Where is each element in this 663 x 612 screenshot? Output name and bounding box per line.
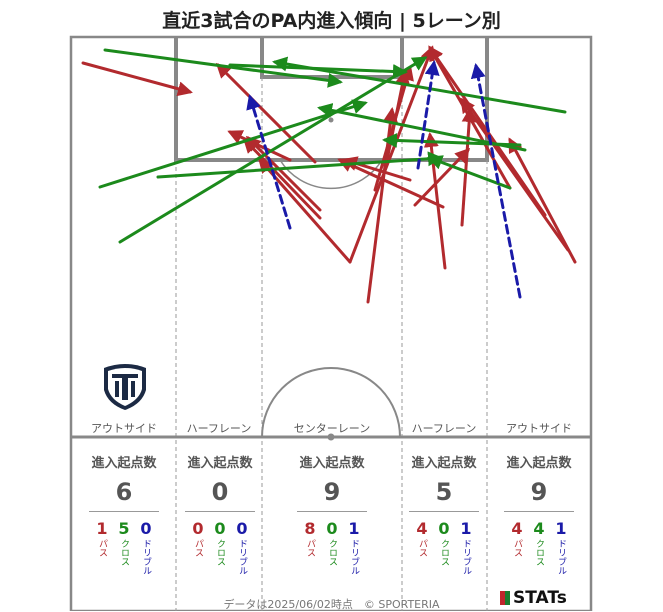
cross-count: 4 (533, 519, 545, 538)
pass-arrow-13 (245, 135, 322, 212)
dribble-label: ドリブル (141, 539, 151, 575)
cross-label: クロス (327, 539, 337, 566)
cross-arrow-2 (156, 151, 443, 179)
cross-label: クロス (119, 539, 129, 566)
stat-total: 9 (530, 478, 548, 506)
pass-label: パス (97, 539, 107, 557)
stat-header: 進入起点数 (506, 456, 572, 471)
pass-arrow-9 (242, 137, 322, 220)
stat-divider (185, 511, 255, 512)
cross-count: 0 (214, 519, 226, 538)
lane-stats-center: 進入起点数 9 8 パス 0 クロス 1 ドリブル (290, 452, 374, 575)
lane-label: アウトサイド (506, 422, 572, 435)
lane-stats-half-right: 進入起点数 5 4 パス 0 クロス 1 ドリブル (404, 452, 484, 575)
dribble-count: 0 (140, 519, 152, 538)
lane-label: センターレーン (294, 422, 370, 435)
brand-name: STATs (513, 588, 567, 608)
footer-note: データは2025/06/02時点 © SPORTERIA (223, 598, 440, 611)
stat-header: 進入起点数 (411, 456, 477, 471)
club-crest-icon (104, 364, 146, 410)
dribble-label: ドリブル (349, 539, 359, 575)
cross-arrow-0 (118, 56, 428, 244)
cross-count: 0 (326, 519, 338, 538)
lane-stats-outside-left: 進入起点数 6 1 パス 5 クロス 0 ドリブル (84, 452, 164, 575)
brand-logo: STATs (500, 588, 567, 608)
cross-label: クロス (439, 539, 449, 566)
stat-divider (297, 511, 367, 512)
pass-arrow-15 (460, 97, 570, 252)
dribble-count: 1 (460, 519, 472, 538)
dribble-count: 1 (555, 519, 567, 538)
lane-stats-outside-right: 進入起点数 9 4 パス 4 クロス 1 ドリブル (499, 452, 579, 575)
page-title: 直近3試合のPA内進入傾向 | 5レーン別 (162, 10, 501, 32)
dribble-label: ドリブル (461, 539, 471, 575)
stat-divider (504, 511, 574, 512)
stat-divider (409, 511, 479, 512)
center-spot (327, 433, 335, 441)
pass-arrow-11 (215, 62, 317, 164)
pass-arrow-4 (413, 147, 471, 207)
pass-arrow-8 (337, 158, 445, 209)
dribble-count: 1 (348, 519, 360, 538)
pass-label: パス (305, 539, 315, 557)
brand-mark-icon (500, 591, 510, 605)
dribble-arrow-1 (416, 60, 440, 170)
stat-header: 進入起点数 (187, 456, 253, 471)
pass-label: パス (512, 539, 522, 557)
lane-label: ハーフレーン (187, 422, 252, 435)
penalty-spot (328, 117, 334, 123)
cross-arrow-5 (272, 56, 567, 114)
pass-count: 8 (304, 519, 316, 538)
pass-label: パス (193, 539, 203, 557)
lane-stats-half-left: 進入起点数 0 0 パス 0 クロス 0 ドリブル (180, 452, 260, 575)
lane-label: ハーフレーン (412, 422, 477, 435)
penalty-arc (279, 159, 383, 190)
stat-total: 0 (211, 478, 229, 506)
cross-arrow-7 (382, 132, 522, 148)
cross-arrow-3 (103, 48, 343, 88)
stat-divider (89, 511, 159, 512)
dribble-arrow-2 (470, 63, 522, 299)
center-circle (261, 367, 401, 438)
stat-total: 5 (435, 478, 453, 506)
cross-label: クロス (215, 539, 225, 566)
pass-label: パス (417, 539, 427, 557)
dribble-label: ドリブル (237, 539, 247, 575)
lane-label: アウトサイド (91, 422, 157, 435)
pitch-outline (69, 35, 593, 611)
dribble-arrow-0 (246, 94, 292, 230)
pass-count: 1 (96, 519, 108, 538)
pass-arrow-5 (460, 107, 477, 227)
pass-count: 0 (192, 519, 204, 538)
pass-arrow-18 (428, 45, 512, 190)
pass-count: 4 (511, 519, 523, 538)
pass-arrow-2 (383, 69, 410, 172)
dribble-label: ドリブル (556, 539, 566, 575)
dribble-count: 0 (236, 519, 248, 538)
cross-arrow-8 (427, 155, 512, 190)
cross-label: クロス (534, 539, 544, 566)
arrow-layer (81, 45, 577, 304)
stat-header: 進入起点数 (91, 456, 157, 471)
stat-header: 進入起点数 (299, 456, 365, 471)
cross-count: 0 (438, 519, 450, 538)
pass-arrow-3 (348, 45, 435, 264)
stat-total: 6 (115, 478, 133, 506)
pass-count: 4 (416, 519, 428, 538)
pass-arrow-14 (508, 137, 577, 264)
stat-total: 9 (323, 478, 341, 506)
cross-count: 5 (118, 519, 130, 538)
pass-arrow-17 (81, 61, 193, 97)
